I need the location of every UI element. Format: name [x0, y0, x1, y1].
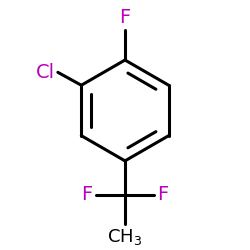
Text: Cl: Cl — [36, 63, 55, 82]
Text: F: F — [120, 8, 130, 27]
Text: F: F — [82, 186, 93, 204]
Text: F: F — [157, 186, 168, 204]
Text: CH$_3$: CH$_3$ — [108, 227, 142, 247]
